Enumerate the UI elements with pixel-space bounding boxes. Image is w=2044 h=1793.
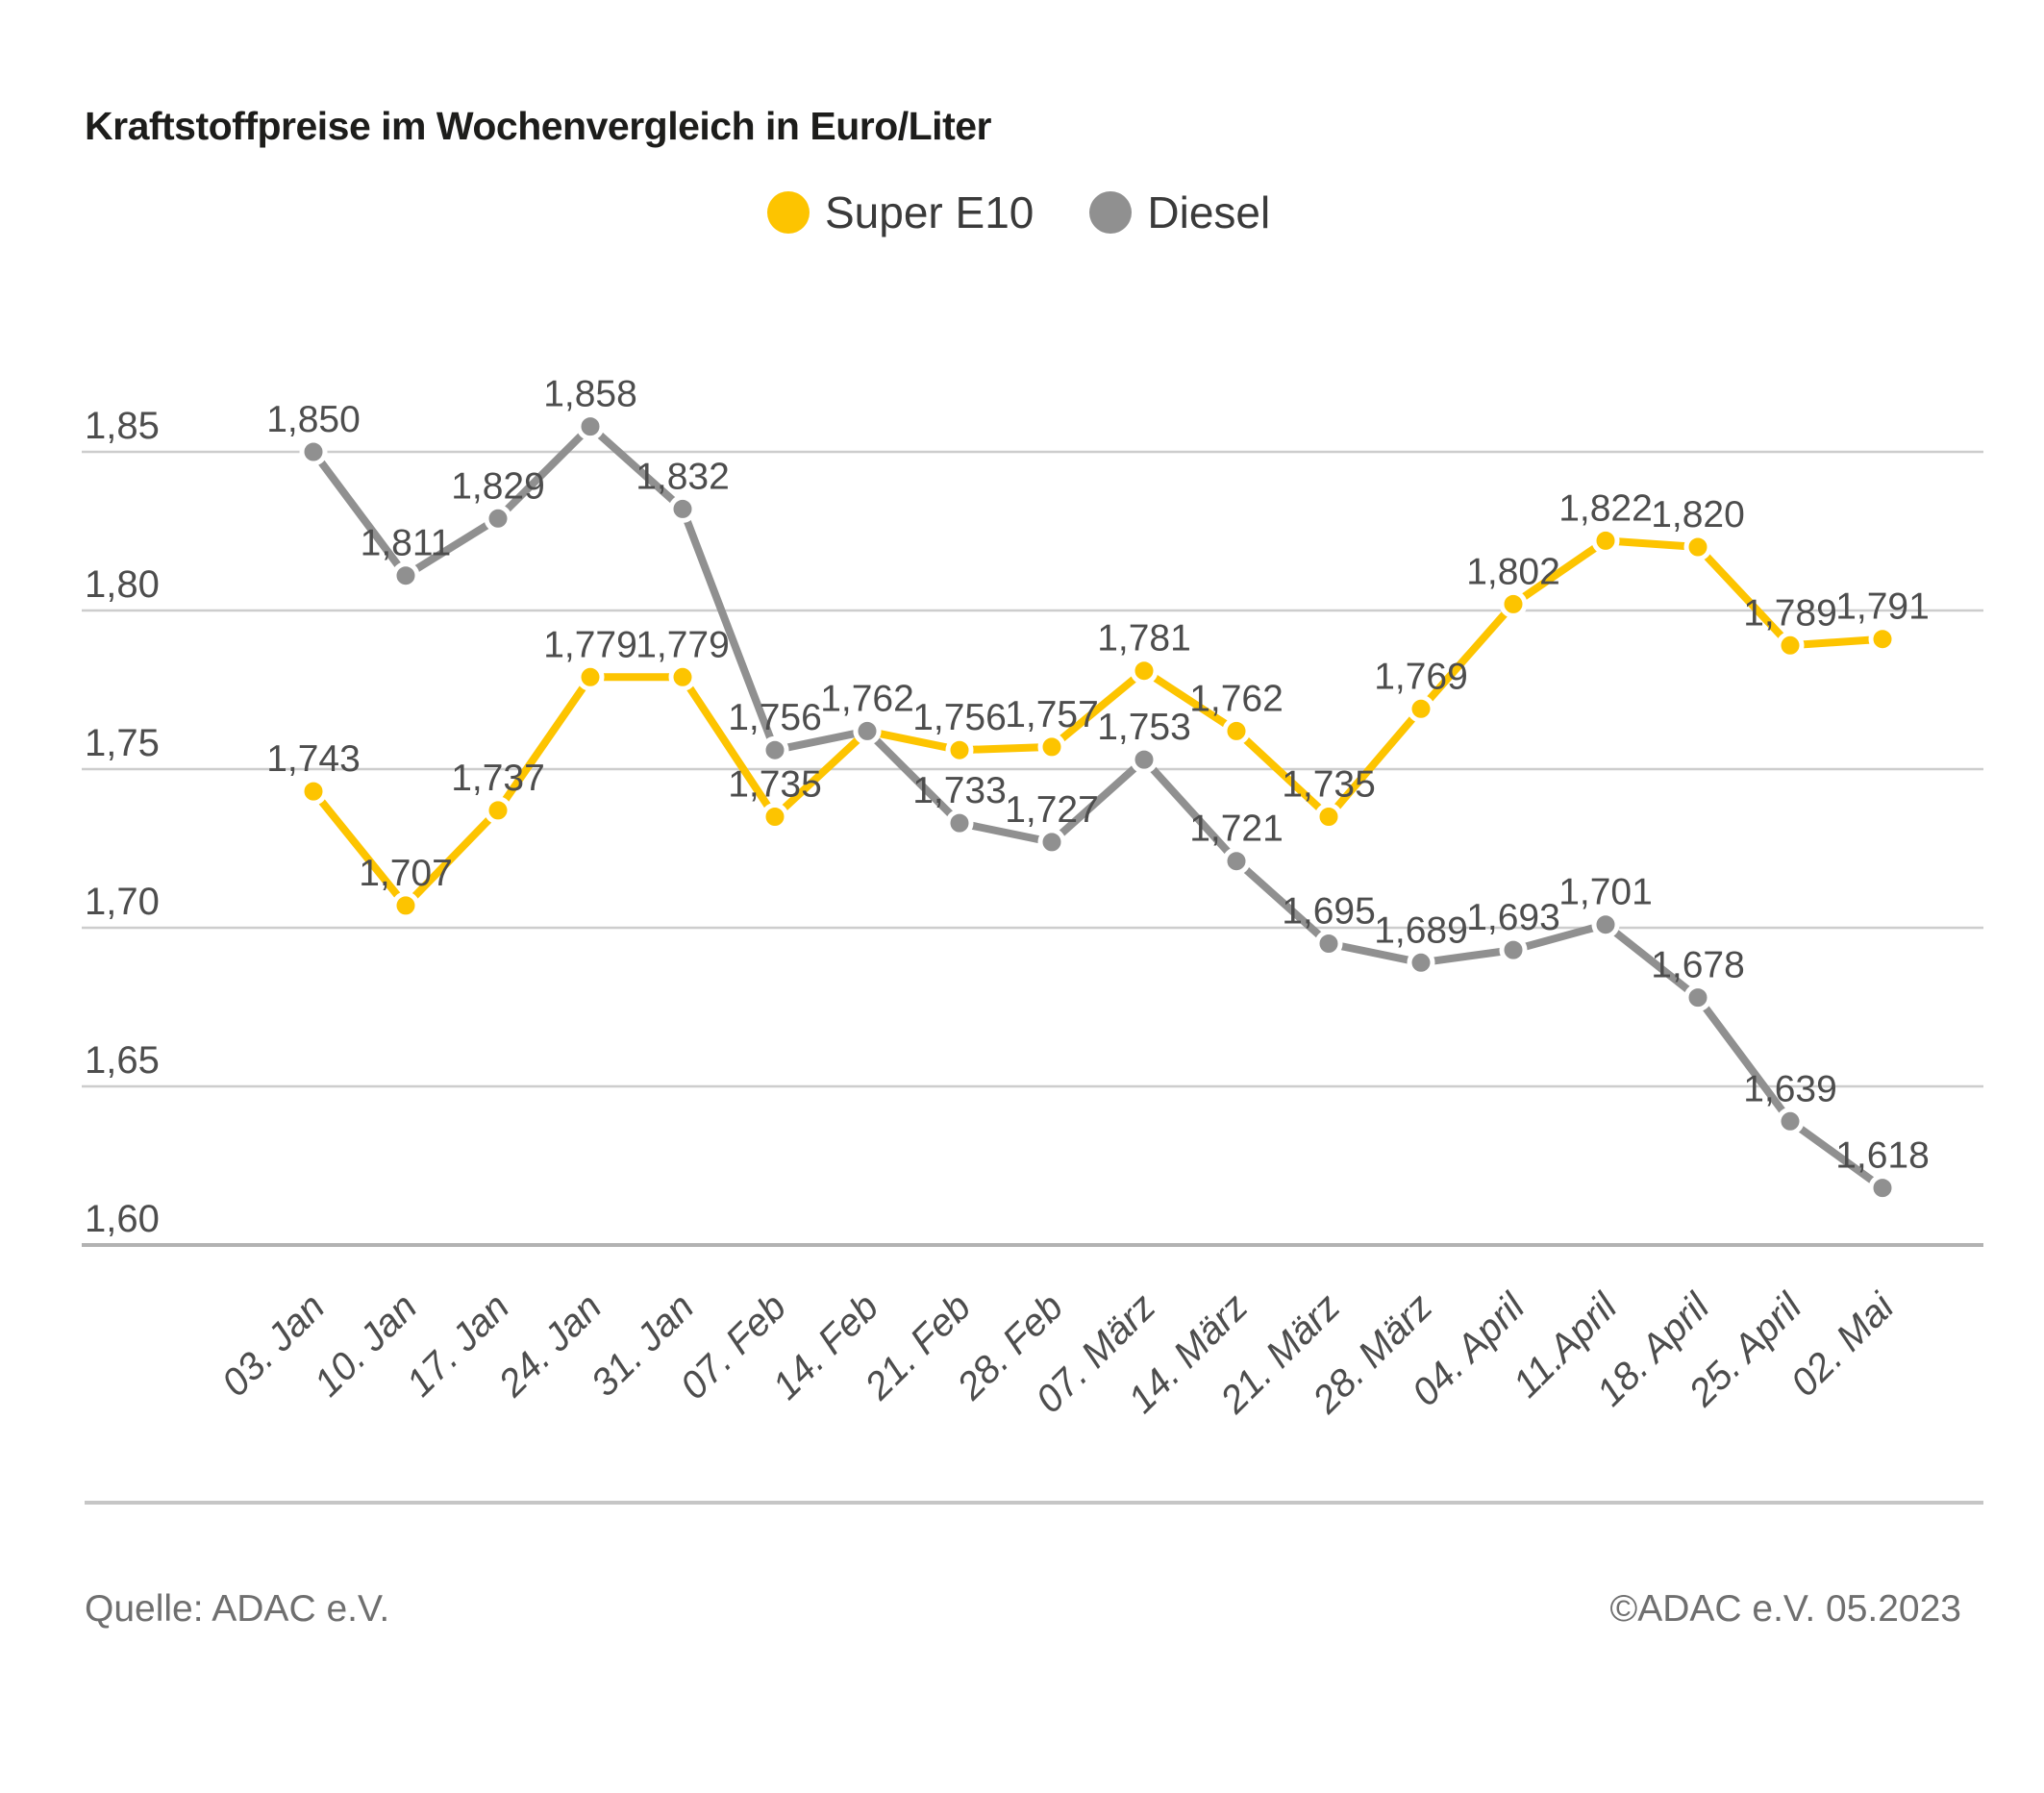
data-point-marker	[1407, 694, 1435, 723]
data-point-marker	[299, 437, 328, 466]
data-point-label: 1,829	[451, 465, 545, 507]
data-point-label: 1,820	[1651, 494, 1745, 535]
data-point-label: 1,695	[1282, 891, 1376, 933]
x-tick-label: 24. Jan	[490, 1285, 611, 1406]
data-point-marker	[391, 561, 420, 590]
data-point-label: 1,791	[1835, 586, 1930, 628]
data-point-marker	[1683, 984, 1712, 1012]
data-point-marker	[1683, 533, 1712, 561]
data-point-marker	[1130, 745, 1159, 774]
data-point-marker	[853, 716, 882, 745]
data-point-marker	[668, 494, 697, 523]
data-point-marker	[945, 809, 974, 837]
x-tick-label: 10. Jan	[306, 1285, 425, 1405]
data-point-marker	[1222, 847, 1251, 876]
data-point-label: 1,802	[1466, 551, 1560, 592]
data-point-label: 1,762	[820, 678, 914, 719]
data-point-label: 1,779	[636, 624, 730, 665]
data-point-marker	[484, 504, 512, 533]
data-point-label: 1,735	[728, 764, 822, 806]
legend-diesel-dot-icon	[1089, 191, 1133, 234]
data-point-label: 1,850	[266, 399, 361, 440]
data-point-marker	[1868, 625, 1897, 654]
y-tick-label: 1,60	[85, 1198, 160, 1240]
data-point-label: 1,769	[1374, 656, 1468, 697]
data-point-label: 1,707	[359, 853, 453, 894]
data-point-marker	[1314, 803, 1343, 831]
y-tick-label: 1,75	[85, 722, 160, 764]
data-point-label: 1,756	[728, 697, 822, 738]
y-axis-tick-labels: 1,85 1,80 1,75 1,70 1,65 1,60	[85, 405, 160, 1240]
x-tick-label: 17. Jan	[398, 1285, 517, 1405]
data-point-marker	[391, 891, 420, 920]
series-line-super-e10	[310, 536, 1886, 909]
data-point-label: 1,781	[1097, 618, 1191, 660]
y-tick-label: 1,70	[85, 881, 160, 923]
data-point-label: 1,811	[361, 523, 452, 564]
legend-super-e10-label: Super E10	[825, 187, 1034, 237]
data-point-marker	[484, 796, 512, 825]
series-markers-super-e10	[299, 526, 1897, 920]
data-point-label: 1,701	[1558, 872, 1653, 913]
data-point-label: 1,733	[912, 770, 1007, 811]
copyright-text: ©ADAC e.V. 05.2023	[1609, 1588, 1961, 1630]
legend-diesel-label: Diesel	[1147, 187, 1271, 237]
y-tick-label: 1,80	[85, 563, 160, 606]
data-point-marker	[1499, 589, 1528, 618]
data-point-label: 1,689	[1374, 909, 1468, 951]
data-point-label: 1,753	[1097, 707, 1191, 748]
gridlines	[82, 450, 1983, 1247]
data-point-label: 1,779	[543, 624, 637, 665]
data-point-marker	[668, 662, 697, 691]
data-point-marker	[1591, 526, 1620, 555]
chart-legend: Super E10 Diesel	[767, 187, 1270, 238]
legend-super-e10-dot-icon	[767, 191, 810, 234]
data-point-marker	[576, 662, 605, 691]
data-point-marker	[760, 735, 789, 764]
data-point-marker	[1776, 631, 1805, 660]
data-point-label: 1,737	[451, 758, 545, 799]
data-point-label: 1,639	[1743, 1068, 1837, 1109]
data-point-labels: 1,7431,7071,7371,7791,7791,7351,7621,756…	[266, 374, 1930, 1177]
data-point-marker	[1776, 1107, 1805, 1135]
data-point-marker	[1037, 828, 1066, 857]
data-point-label: 1,822	[1558, 487, 1653, 529]
series-markers-diesel	[299, 412, 1897, 1203]
data-point-label: 1,727	[1005, 789, 1099, 831]
data-point-marker	[1868, 1174, 1897, 1203]
data-point-marker	[1591, 910, 1620, 939]
data-point-label: 1,832	[636, 456, 730, 497]
data-point-label: 1,789	[1743, 592, 1837, 634]
data-point-label: 1,756	[912, 697, 1007, 738]
data-point-marker	[1499, 935, 1528, 964]
x-tick-label: 02. Mai	[1782, 1284, 1903, 1405]
footer-divider	[85, 1501, 1983, 1505]
data-point-label: 1,762	[1189, 678, 1284, 719]
data-point-label: 1,693	[1466, 897, 1560, 938]
source-text: Quelle: ADAC e.V.	[85, 1588, 390, 1630]
data-point-marker	[576, 412, 605, 441]
data-point-label: 1,743	[266, 738, 361, 780]
y-tick-label: 1,85	[85, 405, 160, 447]
x-tick-label: 03. Jan	[213, 1285, 333, 1405]
data-point-marker	[1130, 657, 1159, 685]
data-point-marker	[299, 777, 328, 806]
data-point-marker	[760, 803, 789, 831]
y-tick-label: 1,65	[85, 1039, 160, 1082]
data-point-marker	[1222, 716, 1251, 745]
data-point-marker	[1037, 733, 1066, 761]
series-line-diesel	[310, 422, 1886, 1192]
data-point-marker	[1407, 948, 1435, 977]
data-point-label: 1,721	[1189, 809, 1284, 850]
data-point-label: 1,757	[1005, 694, 1099, 735]
data-point-label: 1,618	[1835, 1135, 1930, 1177]
data-point-marker	[945, 735, 974, 764]
data-point-label: 1,678	[1651, 945, 1745, 986]
data-point-marker	[1314, 930, 1343, 958]
chart-title: Kraftstoffpreise im Wochenvergleich in E…	[85, 104, 991, 148]
data-point-label: 1,858	[543, 374, 637, 415]
data-point-label: 1,735	[1282, 764, 1376, 806]
